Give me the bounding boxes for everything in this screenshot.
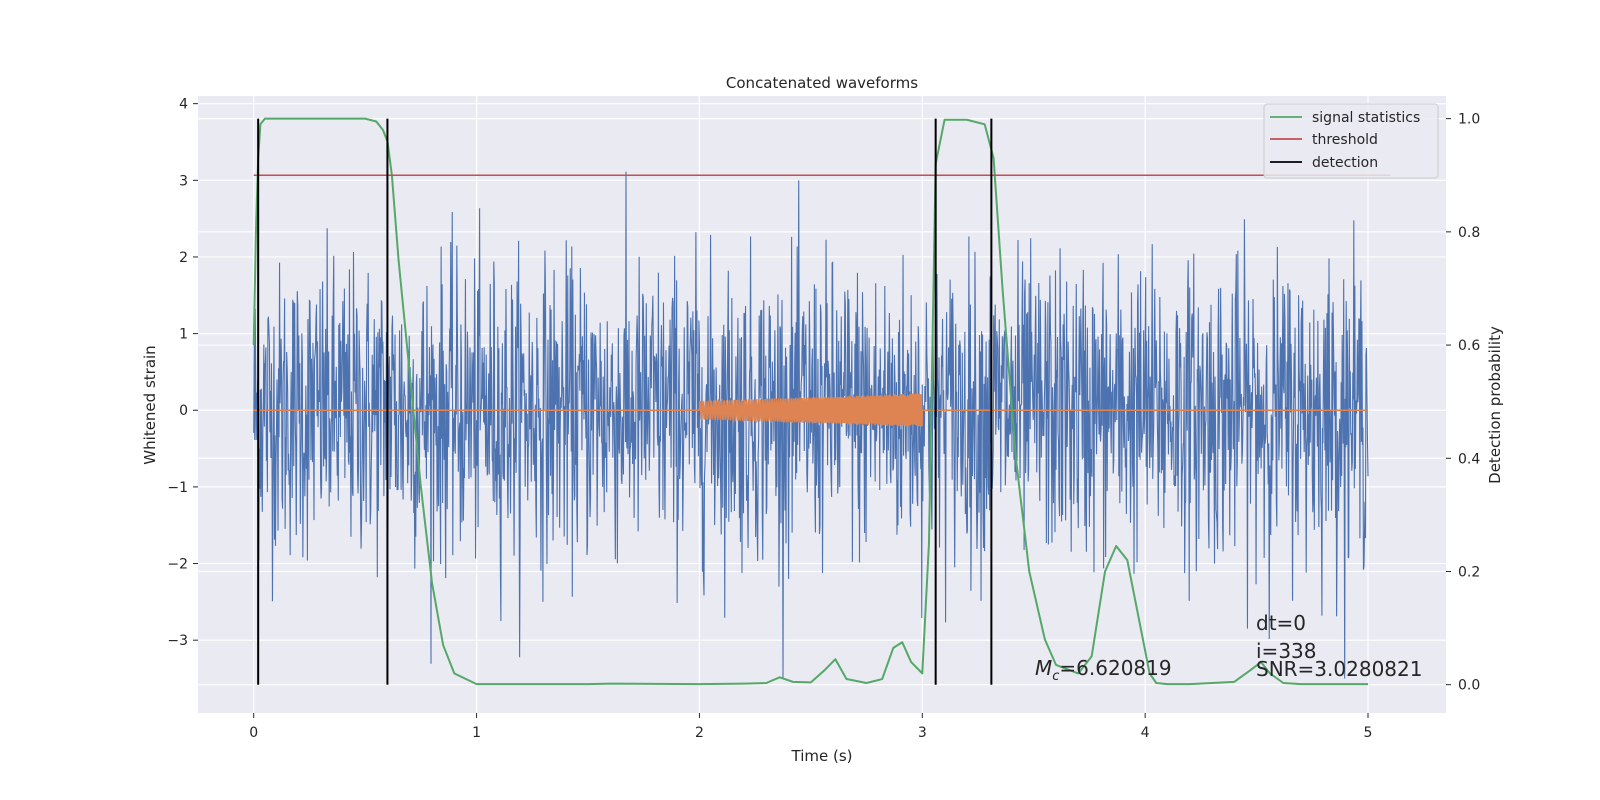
x-tick-label: 2 (695, 725, 704, 741)
annotation-chirp-mass-value: =6.620819 (1059, 656, 1171, 680)
x-tick-label: 3 (918, 725, 927, 741)
series-template-line (253, 393, 1368, 427)
series-noise-line (253, 171, 1369, 679)
legend: signal statistics threshold detection (1263, 103, 1439, 179)
chart-title: Concatenated waveforms (726, 74, 918, 92)
annotation-index: i=338 (1256, 639, 1317, 663)
annotation-snr: SNR=3.0280821 (1256, 657, 1422, 681)
y-right-tick-label: 0.6 (1458, 338, 1480, 354)
y-left-tick-label: −2 (167, 557, 188, 573)
annotation-chirp-mass: Mc=6.620819 (1035, 656, 1172, 684)
y-left-tick-label: 1 (179, 327, 188, 343)
annotation-chirp-mass-symbol: M (1035, 656, 1052, 680)
y-right-tick-label: 0.4 (1458, 451, 1480, 467)
y-right-tick-label: 0.8 (1458, 225, 1480, 241)
x-tick-label: 1 (472, 725, 481, 741)
y-axis-label-right: Detection probability (1486, 326, 1504, 484)
legend-label-signal-statistics: signal statistics (1312, 110, 1420, 126)
y-right-tick-label: 1.0 (1458, 112, 1480, 128)
x-tick-label: 4 (1141, 725, 1150, 741)
legend-label-detection: detection (1312, 155, 1378, 171)
y-left-tick-label: 2 (179, 250, 188, 266)
series-signal-statistics-line (252, 117, 1368, 686)
y-left-tick-label: 0 (179, 403, 188, 419)
y-left-tick-label: 3 (179, 173, 188, 189)
y-left-tick-label: −3 (167, 633, 188, 649)
y-right-tick-label: 0.2 (1458, 564, 1480, 580)
y-right-tick-label: 0.0 (1458, 678, 1480, 694)
x-tick-label: 5 (1364, 725, 1373, 741)
axis-ticks: 0 1 2 3 4 5 −3 −2 −1 0 1 2 3 4 0.0 0.2 0.4 0.6 0.8 1.0 (167, 97, 1480, 741)
x-tick-label: 0 (249, 725, 258, 741)
x-axis-label: Time (s) (791, 747, 853, 765)
legend-label-threshold: threshold (1312, 132, 1378, 148)
annotation-dt: dt=0 (1256, 611, 1306, 635)
y-axis-label-left: Whitened strain (141, 345, 159, 464)
y-left-tick-label: −1 (167, 480, 188, 496)
series-layer (252, 117, 1391, 686)
y-left-tick-label: 4 (179, 97, 188, 113)
annotation-chirp-mass-subscript: c (1052, 669, 1059, 684)
legend-box (1263, 103, 1439, 179)
